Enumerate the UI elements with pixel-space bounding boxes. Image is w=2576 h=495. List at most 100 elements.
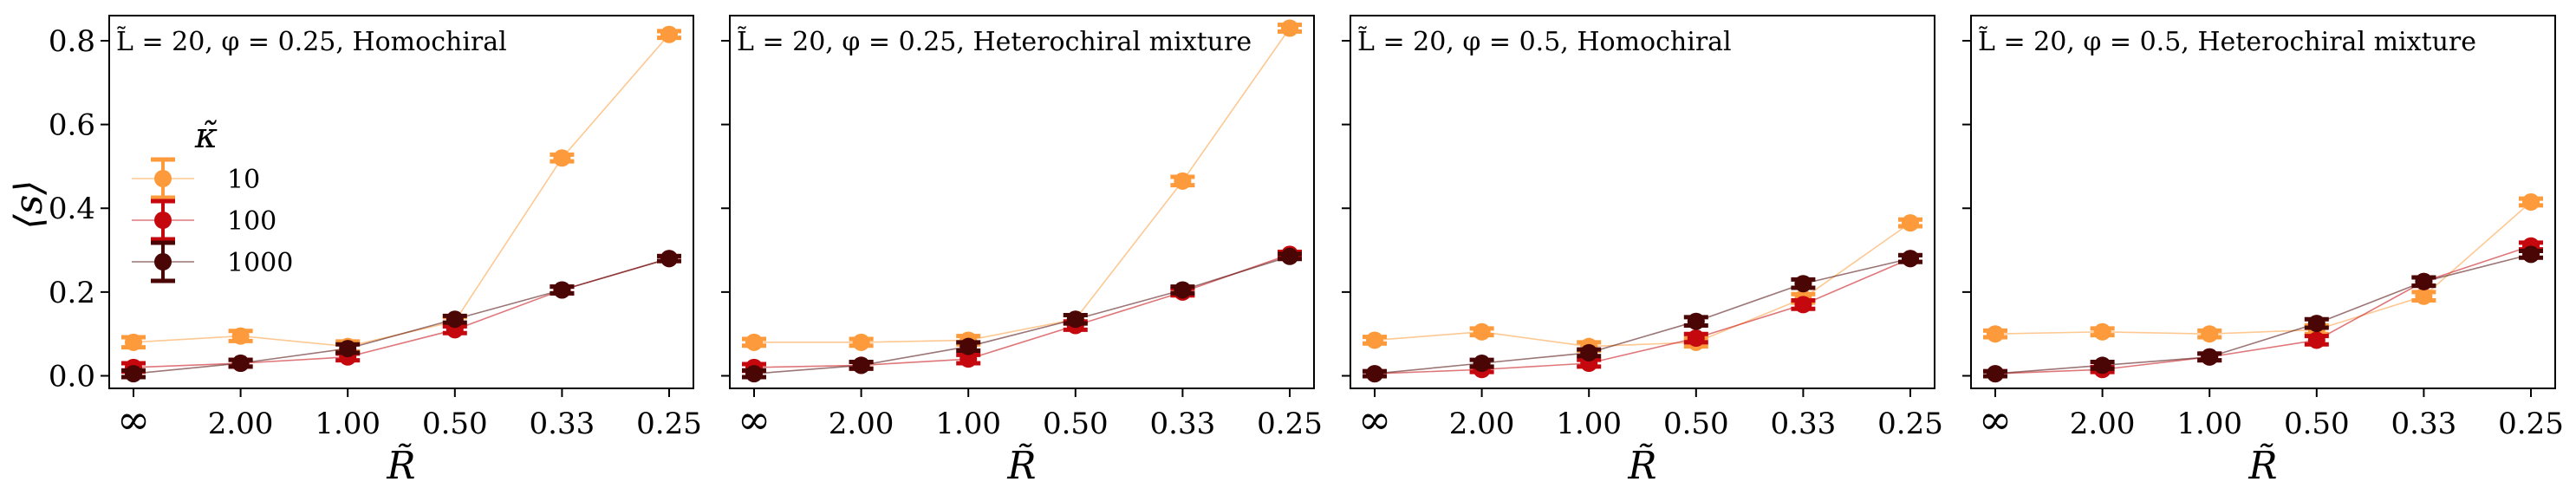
data-point — [2201, 348, 2219, 366]
data-point — [553, 281, 571, 299]
data-point — [959, 337, 978, 355]
data-point — [1580, 343, 1598, 361]
legend-item: 1000 — [132, 240, 293, 283]
data-point — [852, 333, 870, 351]
data-point — [2522, 193, 2540, 211]
series-line — [753, 256, 1291, 375]
series-line — [133, 257, 670, 375]
legend-marker — [154, 253, 172, 270]
x-tick-label: 1.00 — [2176, 407, 2242, 441]
x-axis-label: R̃ — [1006, 442, 1036, 488]
plot-frame — [729, 15, 1315, 389]
series-100 — [1363, 250, 1922, 383]
x-tick-label: 0.33 — [2391, 407, 2457, 441]
series-10 — [1363, 214, 1922, 355]
data-point — [2093, 322, 2111, 341]
x-tick-label: 2.00 — [829, 407, 894, 441]
x-tick-label: 1.00 — [935, 407, 1001, 441]
data-point — [1687, 329, 1705, 348]
data-point — [2415, 287, 2433, 305]
plot-frame — [1350, 15, 1935, 389]
plot-frame — [108, 15, 694, 389]
data-point — [852, 356, 870, 375]
legend-item: 10 — [132, 157, 260, 200]
legend: κ̃ 10 100 1000 — [132, 116, 293, 283]
data-point — [1794, 296, 1812, 314]
x-tick-label: 0.25 — [2498, 407, 2564, 441]
data-point — [125, 365, 142, 383]
data-point — [1366, 331, 1383, 349]
y-tick-label: 0.2 — [49, 276, 95, 310]
series-100 — [1983, 237, 2543, 383]
data-point — [745, 365, 763, 383]
x-tick-label: 2.00 — [208, 407, 274, 441]
panel-3: ∞ 2.00 1.00 0.50 0.33 0.25 R̃ L̃ = 20, φ = 0.5,… — [1342, 15, 1943, 488]
data-point — [1066, 310, 1084, 329]
series-100 — [742, 245, 1302, 376]
series-line — [1994, 244, 2532, 375]
x-tick-label: 0.50 — [1043, 407, 1109, 441]
x-axis-label: R̃ — [1627, 442, 1656, 488]
data-point — [1902, 214, 1919, 232]
data-point — [1366, 365, 1383, 383]
x-tick-label: ∞ — [1979, 396, 2012, 443]
data-point — [1987, 365, 2004, 383]
series-line — [1374, 222, 1911, 348]
x-axis-label: R̃ — [2247, 442, 2277, 488]
y-tick-label: 0.6 — [49, 108, 95, 143]
series-line — [1374, 257, 1911, 375]
x-tick-label: 0.25 — [636, 407, 702, 441]
x-tick-label: 0.25 — [1257, 407, 1323, 441]
y-tick-label: 0.0 — [49, 360, 95, 394]
series-1000 — [1983, 245, 2543, 383]
data-point — [1794, 275, 1812, 293]
data-point — [2415, 272, 2433, 290]
series-10 — [121, 25, 681, 355]
series-1000 — [742, 247, 1302, 383]
x-tick-label: 0.33 — [1771, 407, 1837, 441]
x-axis-label: R̃ — [386, 442, 415, 488]
series-100 — [121, 250, 681, 376]
series-line — [1994, 253, 2532, 375]
data-point — [1473, 322, 1491, 341]
data-point — [553, 149, 571, 167]
legend-label: 1000 — [227, 248, 293, 278]
series-10 — [1983, 193, 2543, 343]
data-point — [2201, 325, 2219, 343]
data-point — [1687, 312, 1705, 330]
panel-1: 0.0 0.2 0.4 0.6 0.8 ∞ 2.00 1.00 0.50 0.33 0.25 R̃ L̃… — [49, 15, 702, 488]
series-line — [1374, 257, 1911, 375]
x-tick-label: 0.33 — [530, 407, 595, 441]
panel-title: L̃ = 20, φ = 0.25, Homochiral — [116, 27, 507, 57]
legend-title: κ̃ — [194, 116, 218, 156]
data-point — [1174, 281, 1192, 299]
x-tick-label: ∞ — [117, 396, 150, 443]
data-point — [2522, 245, 2540, 264]
series-1000 — [1363, 250, 1922, 383]
legend-marker — [154, 212, 172, 229]
x-tick-label: 0.50 — [2284, 407, 2350, 441]
data-point — [231, 355, 250, 373]
y-tick-label: 0.8 — [49, 24, 95, 59]
data-point — [660, 25, 678, 43]
plot-frame — [1970, 15, 2556, 389]
x-tick-label: 2.00 — [1449, 407, 1515, 441]
data-point — [2307, 315, 2326, 333]
data-point — [1281, 19, 1298, 37]
legend-label: 100 — [227, 206, 276, 237]
x-tick-label: ∞ — [1358, 396, 1391, 443]
data-point — [2307, 331, 2326, 349]
series-line — [133, 34, 670, 348]
x-tick-label: 1.00 — [315, 407, 381, 441]
x-tick-label: 0.50 — [422, 407, 488, 441]
data-point — [231, 327, 250, 345]
data-point — [1281, 247, 1298, 265]
y-axis-label: ⟨s⟩ — [7, 180, 51, 230]
x-tick-label: 0.50 — [1663, 407, 1729, 441]
data-point — [1473, 355, 1491, 373]
data-point — [339, 340, 357, 358]
series-line — [753, 253, 1291, 368]
panel-title: L̃ = 20, φ = 0.5, Heterochiral mixture — [1978, 27, 2476, 57]
y-tick-label: 0.4 — [49, 192, 95, 226]
